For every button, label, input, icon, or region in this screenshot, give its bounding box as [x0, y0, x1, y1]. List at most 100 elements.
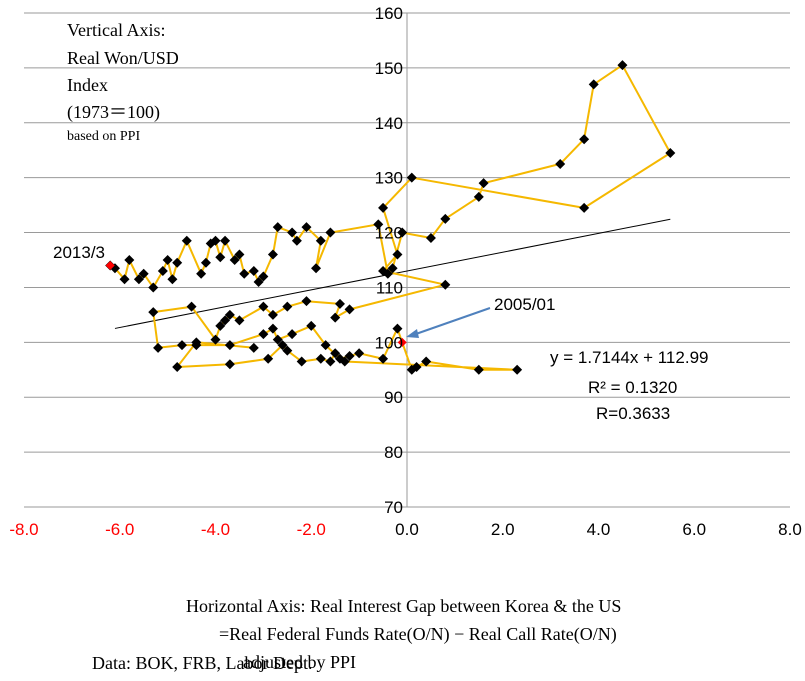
- data-point-91: [277, 340, 288, 351]
- data-point-72: [287, 329, 298, 340]
- highlight-markers: [105, 260, 407, 347]
- data-point-10: [172, 257, 183, 268]
- data-point-22: [253, 276, 264, 287]
- arrowhead-2005-01: [406, 329, 419, 338]
- data-point-69: [258, 329, 269, 340]
- data-point-86: [330, 348, 341, 359]
- data-point-4: [133, 274, 144, 285]
- data-point-25: [272, 222, 283, 233]
- vertical-axis-note-line3: Index: [67, 75, 108, 95]
- data-point-60: [220, 315, 231, 326]
- data-point-2: [119, 274, 130, 285]
- arrow-2005-01: [412, 307, 491, 336]
- data-point-19: [234, 249, 245, 260]
- y-tick-label-110: 110: [376, 278, 403, 297]
- data-point-51: [344, 304, 355, 315]
- x-tick-label-8: 8.0: [778, 520, 802, 539]
- data-point-66: [176, 340, 187, 351]
- y-tick-label-80: 80: [384, 443, 403, 462]
- x-tick-label-6: 4.0: [587, 520, 611, 539]
- r-squared-value: R² = 0.1320: [588, 378, 677, 397]
- data-point-93: [224, 359, 235, 370]
- data-point-5: [138, 268, 149, 279]
- data-point-26: [287, 227, 298, 238]
- x-tick-label-0: -8.0: [9, 520, 38, 539]
- trendline-equation: y = 1.7144x + 112.99: [550, 348, 708, 367]
- data-point-9: [167, 274, 178, 285]
- data-point-41: [579, 134, 590, 145]
- data-point-87: [325, 356, 336, 367]
- data-point-64: [148, 307, 159, 318]
- data-point-45: [579, 202, 590, 213]
- data-point-77: [354, 348, 365, 359]
- data-point-83: [473, 364, 484, 375]
- x-tick-label-7: 6.0: [682, 520, 706, 539]
- y-tick-label-150: 150: [375, 59, 403, 78]
- data-point-78: [378, 353, 389, 364]
- data-point-70: [267, 323, 278, 334]
- data-point-6: [148, 282, 159, 293]
- data-point-20: [239, 268, 250, 279]
- vertical-axis-note-line4: (1973＝100): [67, 102, 160, 122]
- data-point-92: [263, 353, 274, 364]
- vertical-axis-note-line2: Real Won/USD: [67, 48, 179, 68]
- data-point-30: [311, 263, 322, 274]
- data-point-15: [210, 235, 221, 246]
- vertical-axis-note-line1: Vertical Axis:: [67, 20, 166, 40]
- data-point-73: [306, 320, 317, 331]
- data-point-40: [555, 158, 566, 169]
- data-point-38: [473, 191, 484, 202]
- data-point-52: [330, 312, 341, 323]
- y-tick-label-160: 160: [375, 4, 403, 23]
- data-point-90: [282, 345, 293, 356]
- data-point-35: [397, 227, 408, 238]
- data-point-79: [392, 323, 403, 334]
- data-point-81: [411, 362, 422, 373]
- data-point-23: [258, 271, 269, 282]
- data-point-42: [588, 79, 599, 90]
- y-tick-label-130: 130: [375, 169, 403, 188]
- data-point-27: [291, 235, 302, 246]
- data-point-68: [224, 340, 235, 351]
- highlight-point-0: [105, 260, 115, 270]
- data-point-8: [162, 255, 173, 265]
- data-point-43: [617, 60, 628, 71]
- data-point-7: [157, 265, 168, 276]
- data-point-71: [272, 334, 283, 345]
- data-point-34: [387, 263, 398, 274]
- data-point-17: [220, 235, 231, 246]
- data-point-24: [267, 249, 278, 260]
- data-point-88: [315, 353, 326, 364]
- data-point-62: [210, 334, 221, 345]
- y-tick-label-140: 140: [375, 114, 403, 133]
- data-point-63: [186, 301, 197, 312]
- data-point-37: [440, 213, 451, 224]
- x-tick-label-2: -4.0: [201, 520, 230, 539]
- data-point-12: [196, 268, 207, 279]
- data-point-56: [267, 309, 278, 320]
- annotations: 2013/3 2005/01 y = 1.7144x + 112.99 R² =…: [53, 243, 708, 423]
- source-note: Data: BOK, FRB, Labor Dept.: [92, 653, 313, 673]
- data-point-76: [344, 351, 355, 362]
- tick-labels: 70 80 90 100 110 120 130 140 150 160 -8.0 -6.0 -4.0 -…: [9, 4, 801, 539]
- horizontal-axis-note-line1: Horizontal Axis: Real Interest Gap betwe…: [186, 596, 622, 616]
- x-tick-label-5: 2.0: [491, 520, 515, 539]
- data-point-47: [378, 202, 389, 213]
- label-2013-03: 2013/3: [53, 243, 105, 262]
- series-connector-lines: [109, 64, 672, 371]
- data-point-32: [373, 219, 384, 230]
- data-point-57: [258, 301, 269, 312]
- y-tick-label-70: 70: [384, 498, 403, 517]
- data-point-58: [234, 315, 245, 326]
- y-tick-label-100: 100: [375, 333, 403, 352]
- data-point-89: [296, 356, 307, 367]
- data-point-46: [406, 172, 417, 183]
- horizontal-axis-note: Horizontal Axis: Real Interest Gap betwe…: [186, 592, 621, 676]
- data-point-54: [301, 296, 312, 307]
- data-point-31: [325, 227, 336, 238]
- data-point-36: [425, 233, 436, 244]
- vertical-axis-note-line5: based on PPI: [67, 129, 141, 144]
- y-tick-label-120: 120: [375, 224, 403, 243]
- data-point-74: [320, 340, 331, 351]
- data-point-21: [248, 265, 259, 276]
